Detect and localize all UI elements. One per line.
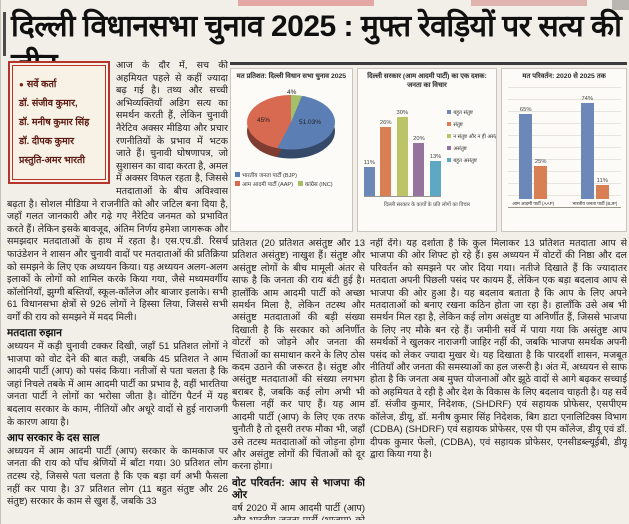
bar: 11%: [595, 177, 609, 199]
decade-chart-title: दिल्ली सरकार (आम आदमी पार्टी) का एक दशक:…: [367, 73, 487, 89]
decade-legend: बहुत संतुष्ट संतुष्ट न संतुष्ट और न ही असं…: [447, 108, 496, 197]
bar: 26%: [379, 120, 392, 196]
pie-legend: भारतीय जनता पार्टी (BJP) आम आदमी पार्टी (…: [235, 171, 350, 188]
bar-value-label: 74%: [581, 95, 594, 102]
pie-chart-title: मत प्रतिशत: दिल्ली विधान सभा चुनाव 2025: [236, 73, 347, 80]
bar: 20%: [413, 136, 425, 196]
bar: 74%: [580, 95, 594, 199]
bar-rect: [396, 116, 408, 196]
legend-item: बहुत असंतुष्ट: [447, 156, 496, 164]
vote-shift-title: मत परिवर्तन: 2020 से 2025 तक: [522, 73, 606, 80]
bar-value-label: 65%: [519, 107, 532, 114]
survey-authors-box: ● सर्वे कर्ता डॉ. संजीव कुमार, डॉ. मनीष क…: [8, 61, 110, 184]
decade-chart-xlabel: दिल्ली सरकार के कार्यों के प्रति लोगों क…: [383, 201, 471, 208]
bar: 25%: [534, 159, 548, 199]
bar: 65%: [519, 107, 533, 199]
bar-value-label: 30%: [396, 109, 409, 116]
legend-swatch-icon: [447, 133, 452, 138]
legend-item: असंतुष्ट: [447, 144, 496, 152]
bar-rect: [519, 114, 533, 199]
voter-trends-paragraph: अध्ययन में कड़ी चुनावी टक्कर दिखी, जहाँ …: [7, 341, 228, 428]
legend-swatch-icon: [447, 157, 452, 162]
category-label: आम आदमी पार्टी (AAP): [512, 200, 555, 206]
bar: 13%: [429, 154, 442, 196]
section-heading-vote-shift: वोट परिवर्तन: आप से भाजपा की ओर: [232, 476, 365, 502]
legend-swatch-icon: [447, 145, 452, 150]
pie-legend-item: आम आदमी पार्टी (AAP): [235, 180, 293, 188]
bar-value-label: 11%: [596, 177, 608, 184]
pie-chart-panel: मत प्रतिशत: दिल्ली विधान सभा चुनाव 2025 …: [230, 68, 353, 232]
charts-row: मत प्रतिशत: दिल्ली विधान सभा चुनाव 2025 …: [230, 62, 627, 232]
bar-value-label: 25%: [534, 159, 547, 166]
bar-rect: [534, 166, 548, 199]
legend-swatch-icon: [235, 181, 240, 187]
bar-rect: [430, 161, 442, 196]
authors-box-heading: ● सर्वे कर्ता: [19, 75, 99, 94]
category-label: भारतीय जनता पार्टी (BJP): [572, 200, 618, 206]
pie-label-inc: 4%: [287, 88, 297, 96]
decade-bars: 11% 26% 30% 20% 13%: [363, 94, 442, 197]
bar-value-label: 13%: [429, 154, 442, 161]
vote-shift-paragraph: वर्ष 2020 में आम आदमी पार्टी (आप) और भार…: [232, 502, 365, 520]
shift-groups: 65% 25% आम आदमी पार्टी (AAP) 74% 11% भारतीय ज…: [508, 84, 622, 208]
article-right-column: नहीं देंगे। यह दर्शाता है कि कुल मिलाकर …: [370, 238, 627, 520]
author-line: डॉ. मनीष कुमार सिंह: [19, 117, 90, 128]
author-line: डॉ. दीपक कुमार: [19, 136, 74, 147]
headline-left-rule: [3, 12, 6, 56]
bar-rect: [413, 143, 425, 196]
pie-chart: 51.03% 45% 4%: [231, 83, 352, 169]
pie-legend-item: भारतीय जनता पार्टी (BJP): [235, 171, 297, 179]
pie-top: [247, 94, 335, 150]
pie-label-bjp: 51.03%: [299, 118, 322, 126]
pie-3d: [247, 94, 335, 167]
intro-paragraph: आज के दौर में, सच की अहमियत पहले से कहीं…: [7, 60, 228, 323]
article-middle-column: प्रतिशत (20 प्रतिशत असंतुष्ट और 13 प्रति…: [232, 238, 365, 520]
ten-years-paragraph: अध्ययन में आम आदमी पार्टी (आप) सरकार के …: [7, 445, 228, 508]
section-heading-ten-years: आप सरकार के दस साल: [7, 432, 100, 445]
vote-shift-body: 65% 25% आम आदमी पार्टी (AAP) 74% 11% भारतीय ज…: [502, 83, 626, 208]
bar-group: 74% 11% भारतीय जनता पार्टी (BJP): [572, 96, 617, 207]
legend-swatch-icon: [447, 121, 452, 126]
authors-box-title: सर्वे कर्ता: [26, 79, 57, 90]
bar-value-label: 20%: [413, 136, 425, 143]
bar-rect: [595, 184, 609, 199]
bar-value-label: 26%: [379, 120, 392, 127]
author-line: डॉ. संजीव कुमार,: [19, 98, 78, 109]
bar-rect: [580, 102, 594, 199]
legend-swatch-icon: [298, 181, 304, 187]
legend-swatch-icon: [235, 172, 240, 178]
bar-value-label: 11%: [363, 159, 375, 166]
top-edge-fragment: [238, 0, 374, 6]
top-edge-fragment: [471, 0, 587, 6]
author-line: प्रस्तुति-अमर भारती: [19, 155, 85, 166]
bar-rect: [380, 127, 392, 196]
decade-bar-chart-panel: दिल्ली सरकार (आम आदमी पार्टी) का एक दशक:…: [356, 68, 498, 232]
article-left-column: ● सर्वे कर्ता डॉ. संजीव कुमार, डॉ. मनीष क…: [7, 60, 228, 520]
legend-swatch-icon: [447, 109, 452, 114]
pie-label-aap: 45%: [257, 116, 271, 124]
bar: 11%: [364, 160, 375, 196]
section-heading-voter-trends: मतदाता रुझान: [7, 327, 62, 340]
bullet-icon: ●: [19, 80, 24, 89]
legend-item: बहुत संतुष्ट: [447, 108, 496, 116]
decade-chart-body: 11% 26% 30% 20% 13% बहुत संतुष्ट संतुष्ट न संत…: [358, 92, 496, 197]
conclusion-and-credits-paragraph: नहीं देंगे। यह दर्शाता है कि कुल मिलाकर …: [370, 238, 627, 460]
legend-item: संतुष्ट: [447, 120, 496, 128]
top-edge-fragment: [612, 0, 629, 10]
bar-group: 65% 25% आम आदमी पार्टी (AAP): [512, 107, 554, 207]
vote-shift-chart-panel: मत परिवर्तन: 2020 से 2025 तक 65% 25% आम आद…: [501, 68, 627, 232]
satisfaction-continuation-paragraph: प्रतिशत (20 प्रतिशत असंतुष्ट और 13 प्रति…: [232, 238, 365, 473]
legend-item: न संतुष्ट और न ही असंतुष्ट: [447, 132, 496, 140]
pie-legend-item: कांग्रेस (INC): [298, 180, 333, 188]
bar: 30%: [396, 109, 409, 196]
bar-rect: [363, 166, 375, 196]
